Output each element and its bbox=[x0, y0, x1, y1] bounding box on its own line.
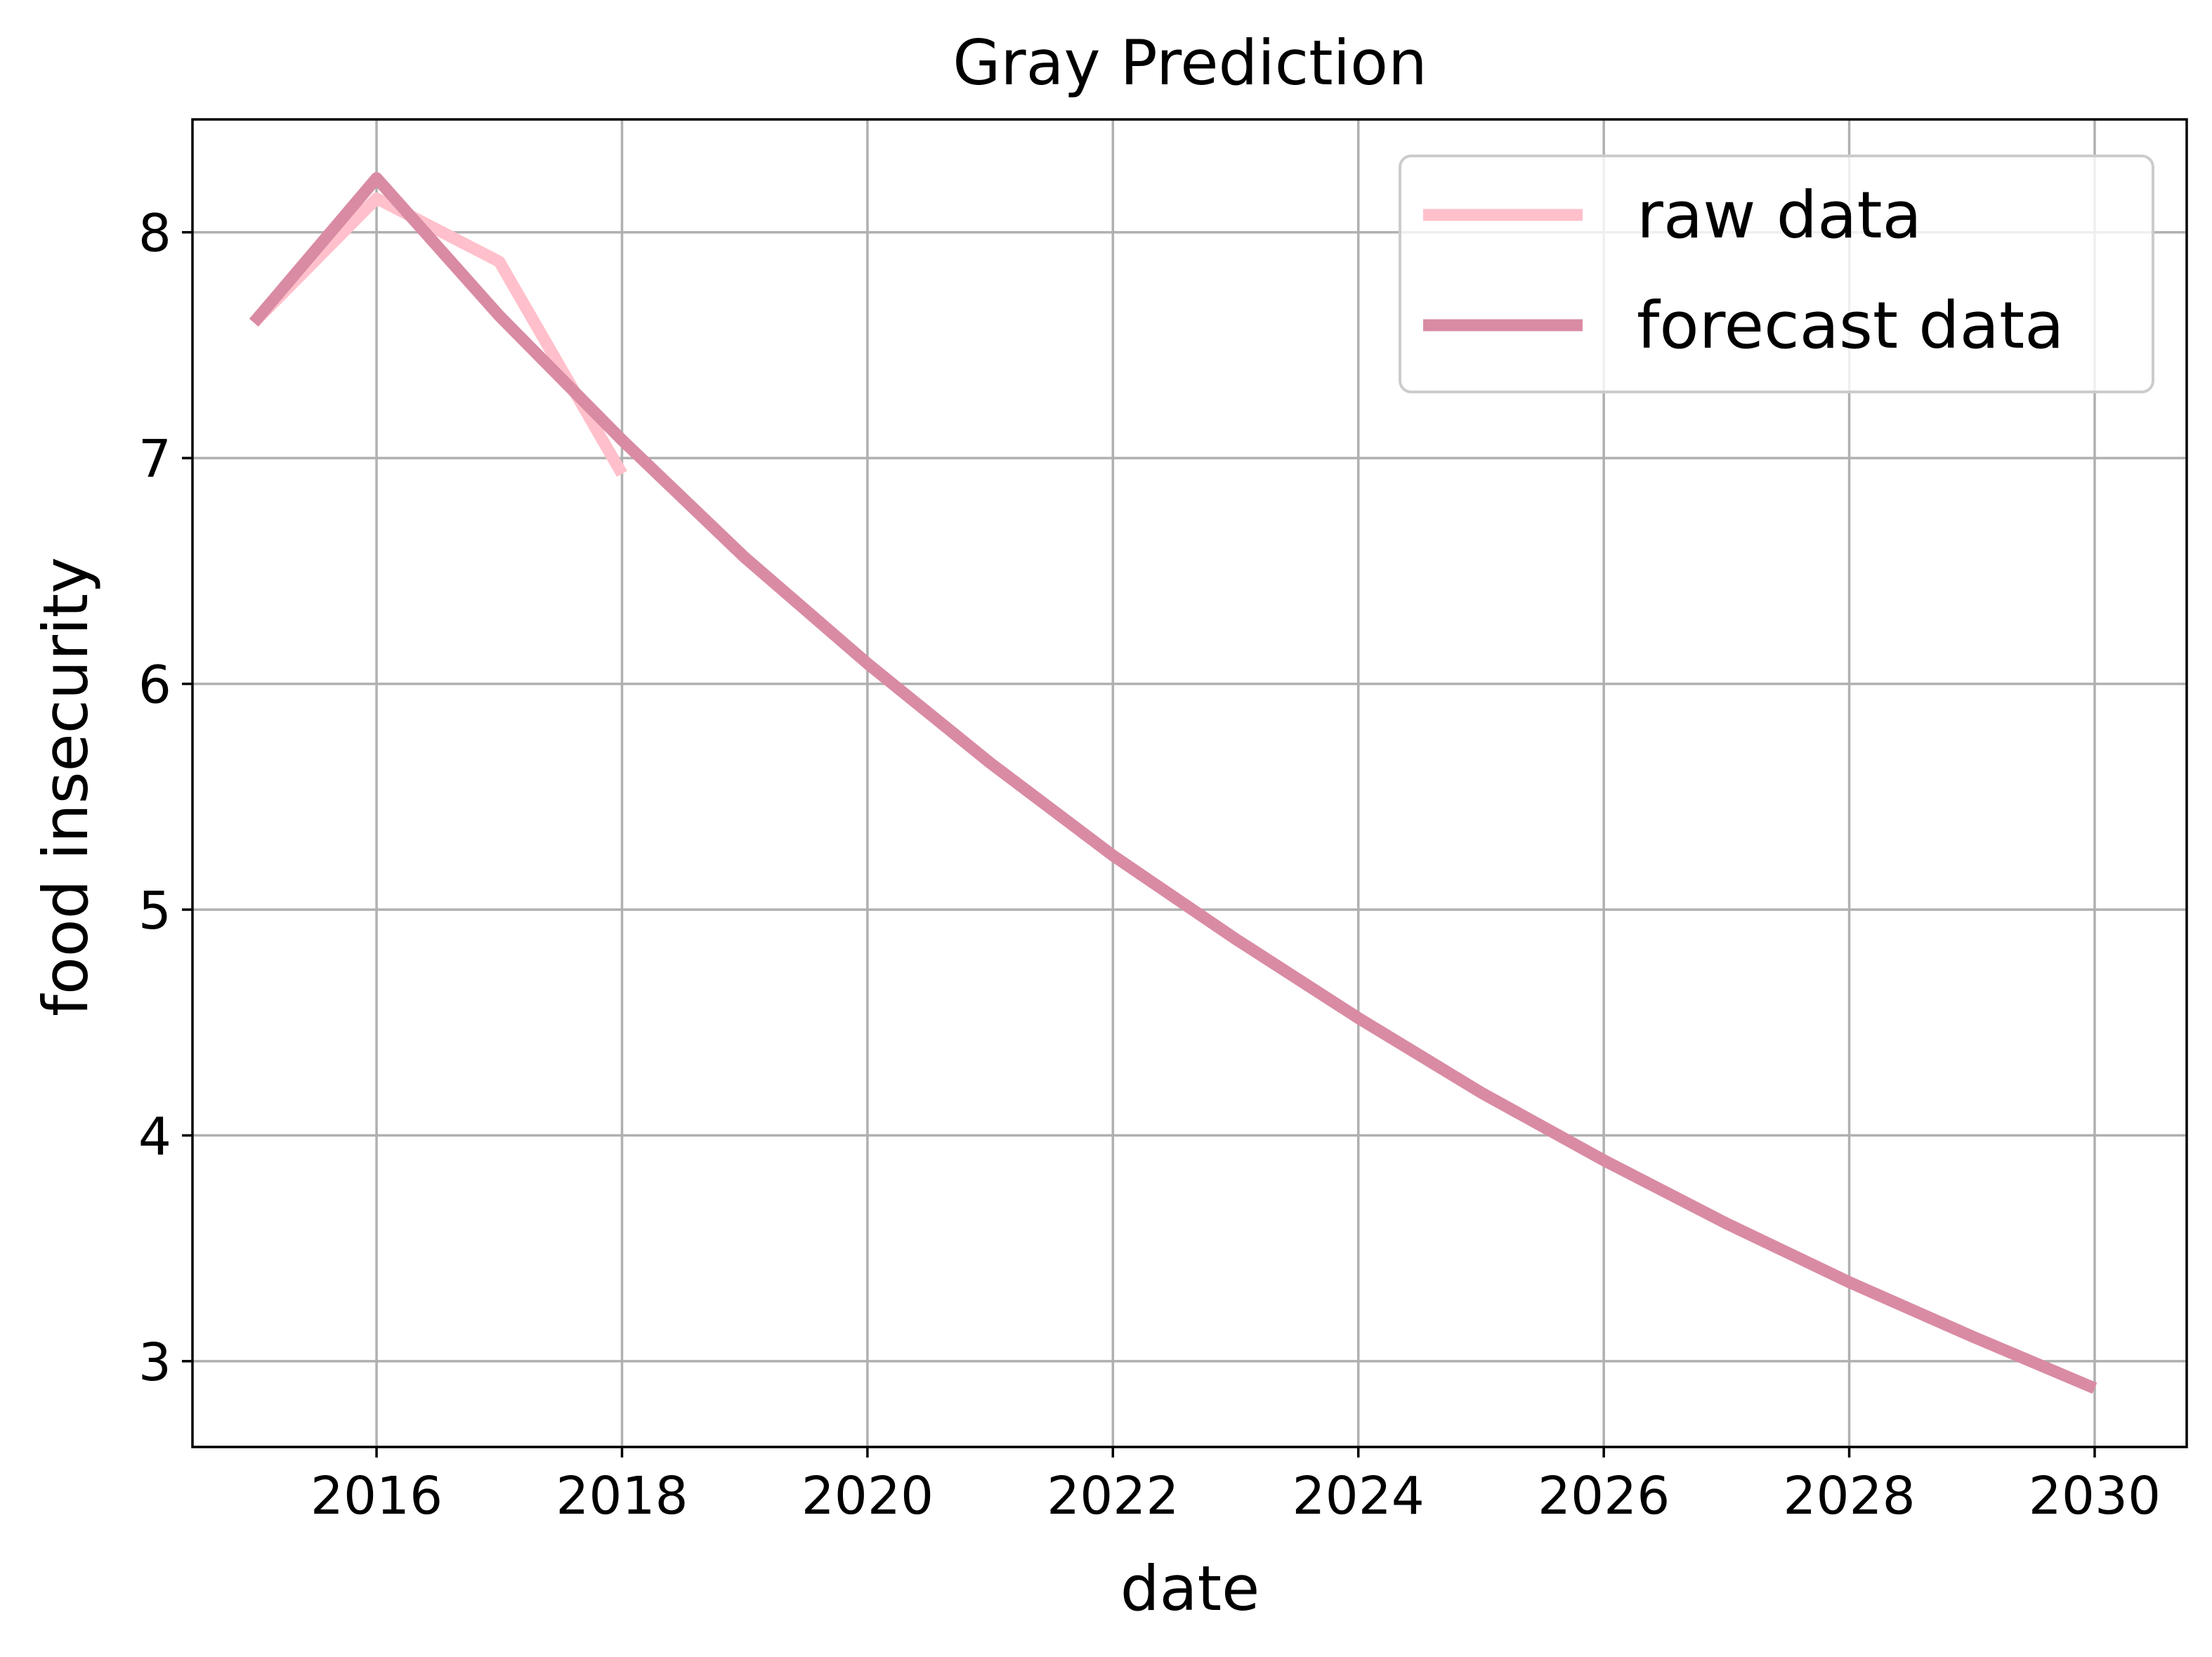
series-line-raw-data bbox=[249, 192, 627, 477]
x-tick-label: 2016 bbox=[310, 1466, 443, 1526]
x-axis-label: date bbox=[1120, 1552, 1259, 1625]
legend-label: forecast data bbox=[1637, 288, 2064, 363]
chart-title: Gray Prediction bbox=[953, 27, 1427, 99]
y-tick-label: 5 bbox=[138, 881, 171, 941]
x-tick-label: 2028 bbox=[1783, 1466, 1915, 1526]
y-tick-label: 8 bbox=[138, 204, 171, 264]
y-tick-label: 6 bbox=[138, 655, 171, 716]
ticks: 2016 2018 2020 2022 2024 2026 2028 2030 3 4 5 6 7 8 bbox=[138, 204, 2161, 1526]
series-line-forecast-data bbox=[249, 172, 2098, 1394]
plot-frame bbox=[191, 118, 2188, 1448]
y-axis-label: food insecurity bbox=[30, 557, 102, 1016]
x-tick-label: 2020 bbox=[801, 1466, 934, 1526]
x-tick-label: 2026 bbox=[1538, 1466, 1670, 1526]
x-tick-label: 2022 bbox=[1047, 1466, 1179, 1526]
legend: raw data forecast data bbox=[1399, 155, 2154, 393]
x-tick-label: 2018 bbox=[556, 1466, 688, 1526]
series-layer bbox=[249, 172, 2098, 1394]
legend-box bbox=[1399, 155, 2154, 393]
x-tick-label: 2024 bbox=[1292, 1466, 1425, 1526]
y-tick-label: 7 bbox=[138, 429, 171, 490]
y-tick-label: 4 bbox=[138, 1106, 171, 1167]
legend-label: raw data bbox=[1637, 178, 1922, 253]
x-tick-label: 2030 bbox=[2029, 1466, 2161, 1526]
y-tick-label: 3 bbox=[138, 1332, 171, 1393]
